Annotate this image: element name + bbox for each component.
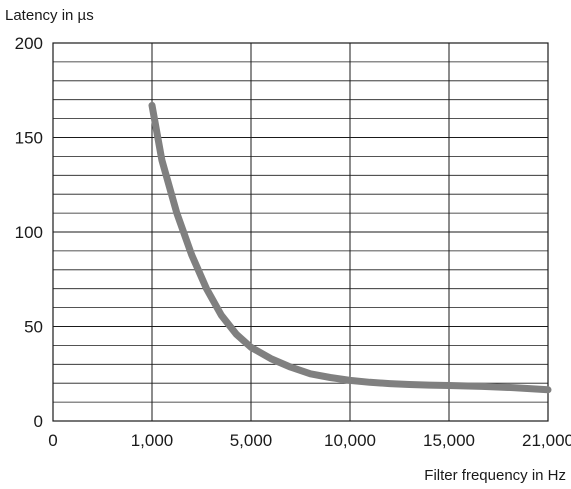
y-tick-label: 50 bbox=[24, 318, 43, 337]
x-axis-title: Filter frequency in Hz bbox=[424, 467, 566, 484]
x-tick-labels: 0 1,000 5,000 10,000 15,000 21,000 bbox=[48, 431, 571, 450]
minor-gridlines bbox=[53, 61, 548, 403]
major-gridlines bbox=[53, 43, 548, 421]
y-tick-labels: 0 50 100 150 200 bbox=[15, 34, 43, 431]
plot-frame bbox=[52, 42, 549, 422]
x-tick-label: 10,000 bbox=[324, 431, 376, 450]
x-tick-label: 1,000 bbox=[131, 431, 174, 450]
series-layer bbox=[148, 101, 552, 394]
x-tick-label: 21,000 bbox=[522, 431, 571, 450]
x-tick-label: 5,000 bbox=[230, 431, 273, 450]
y-tick-label: 200 bbox=[15, 34, 43, 53]
x-tick-label: 0 bbox=[48, 431, 57, 450]
y-tick-label: 0 bbox=[34, 412, 43, 431]
series-line bbox=[148, 101, 552, 394]
y-tick-label: 150 bbox=[15, 129, 43, 148]
x-tick-label: 15,000 bbox=[423, 431, 475, 450]
y-tick-label: 100 bbox=[15, 223, 43, 242]
y-axis-title: Latency in µs bbox=[5, 7, 94, 24]
